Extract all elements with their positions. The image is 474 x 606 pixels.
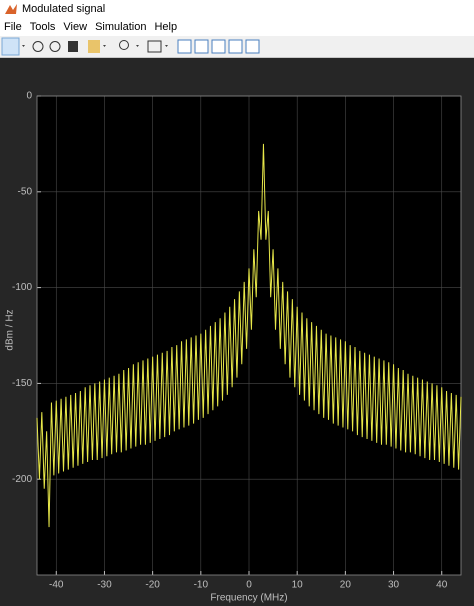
title-bar: Modulated signal: [0, 0, 474, 18]
y-tick-label: -100: [12, 282, 32, 293]
toolbar-button[interactable]: [147, 40, 162, 53]
y-axis-label: dBm / Hz: [5, 309, 16, 350]
toolbar-button[interactable]: [1, 37, 20, 56]
toolbar-button[interactable]: [68, 41, 78, 52]
dropdown[interactable]: [136, 45, 139, 47]
spectrum-line: [36, 143, 462, 528]
dropdown[interactable]: [22, 45, 25, 47]
menu-item[interactable]: Help: [154, 21, 178, 33]
x-tick-label: -30: [97, 580, 112, 591]
menu-bar: File Tools View Simulation Help: [0, 18, 474, 36]
menu-item[interactable]: Simulation: [95, 21, 147, 33]
toolbar-button[interactable]: [177, 39, 192, 54]
axes-box: [36, 95, 462, 576]
dropdown[interactable]: [103, 45, 106, 47]
y-tick-label: -200: [12, 474, 32, 485]
y-tick-label: 0: [26, 91, 32, 102]
window-title: Modulated signal: [22, 3, 106, 15]
x-tick-label: -20: [145, 580, 160, 591]
menu-item[interactable]: View: [63, 21, 88, 33]
y-tick-label: -150: [12, 378, 32, 389]
menu-item[interactable]: File: [4, 21, 22, 33]
dropdown[interactable]: [165, 45, 168, 47]
menu-item[interactable]: Tools: [29, 21, 56, 33]
chart: dBm / Hz Frequency (MHz) 0-50-100-150-20…: [5, 91, 462, 604]
x-tick-label: 20: [340, 580, 352, 591]
toolbar-button[interactable]: [194, 39, 209, 54]
toolbar-icons: [1, 37, 260, 56]
toolbar: [0, 36, 474, 58]
x-tick-label: 0: [246, 580, 252, 591]
toolbar-button[interactable]: [119, 40, 129, 50]
toolbar-button[interactable]: [211, 39, 226, 54]
app-icon: [5, 4, 17, 14]
y-tick-label: -50: [18, 186, 33, 197]
x-tick-label: 40: [436, 580, 448, 591]
x-tick-label: -40: [49, 580, 64, 591]
toolbar-button[interactable]: [49, 41, 61, 52]
x-tick-label: 30: [388, 580, 400, 591]
toolbar-button[interactable]: [32, 41, 44, 52]
toolbar-button[interactable]: [245, 39, 260, 54]
toolbar-button[interactable]: [228, 39, 243, 54]
toolbar-button[interactable]: [88, 40, 100, 53]
x-tick-label: 10: [292, 580, 304, 591]
x-tick-label: -10: [194, 580, 209, 591]
x-axis-label: Frequency (MHz): [210, 593, 287, 604]
